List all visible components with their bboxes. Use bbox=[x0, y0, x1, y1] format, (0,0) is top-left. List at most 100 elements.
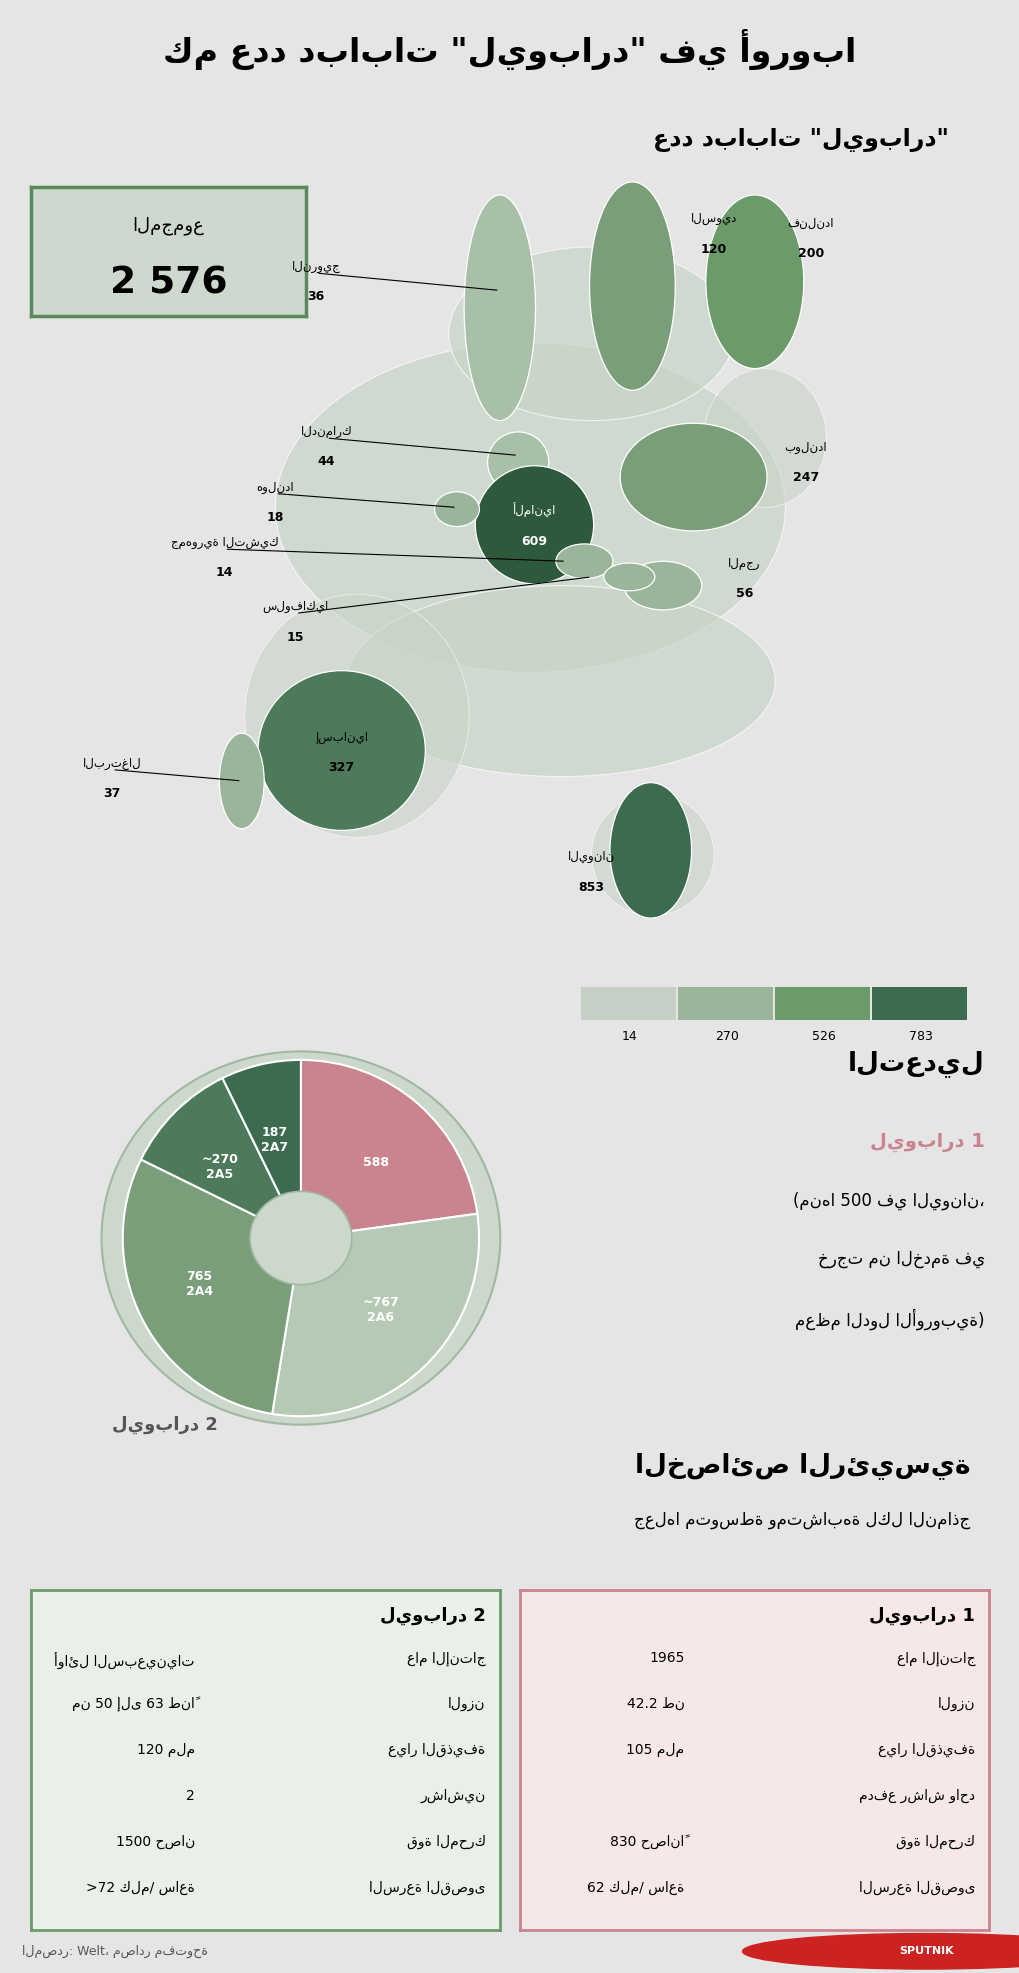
Text: البرتغال: البرتغال bbox=[83, 756, 142, 769]
Text: معظم الدول الأوروبية): معظم الدول الأوروبية) bbox=[795, 1308, 984, 1330]
Ellipse shape bbox=[620, 424, 766, 531]
Text: 105 ملم: 105 ملم bbox=[626, 1742, 684, 1756]
Ellipse shape bbox=[219, 734, 264, 829]
Text: 187
2A7: 187 2A7 bbox=[261, 1127, 288, 1154]
Text: ليوبارد 2: ليوبارد 2 bbox=[379, 1608, 485, 1626]
Ellipse shape bbox=[102, 1052, 499, 1425]
Ellipse shape bbox=[275, 343, 785, 673]
Text: 15: 15 bbox=[286, 631, 305, 643]
Text: 37: 37 bbox=[103, 787, 121, 799]
Text: إسبانيا: إسبانيا bbox=[315, 730, 368, 744]
Wedge shape bbox=[122, 1160, 301, 1415]
Text: 270: 270 bbox=[714, 1030, 738, 1044]
Text: قوة المحرك: قوة المحرك bbox=[407, 1835, 485, 1849]
Text: المصدر: Welt، مصادر مفتوحة: المصدر: Welt، مصادر مفتوحة bbox=[22, 1945, 208, 1957]
Ellipse shape bbox=[591, 793, 713, 915]
Text: 120 ملم: 120 ملم bbox=[137, 1742, 195, 1756]
Text: سلوفاكيا: سلوفاكيا bbox=[263, 600, 328, 614]
Text: عام الإنتاج: عام الإنتاج bbox=[407, 1651, 485, 1665]
Text: 765
2A4: 765 2A4 bbox=[185, 1271, 212, 1298]
Ellipse shape bbox=[609, 783, 691, 917]
Text: عدد دبابات "ليوبارد": عدد دبابات "ليوبارد" bbox=[652, 128, 948, 152]
Text: الوزن: الوزن bbox=[936, 1697, 974, 1711]
Text: ~767
2A6: ~767 2A6 bbox=[362, 1296, 398, 1324]
Text: 1500 حصان: 1500 حصان bbox=[115, 1835, 195, 1849]
Text: 853: 853 bbox=[578, 880, 604, 894]
Text: التعديل: التعديل bbox=[848, 1050, 984, 1077]
Text: هولندا: هولندا bbox=[257, 481, 293, 493]
Ellipse shape bbox=[475, 466, 593, 584]
Ellipse shape bbox=[624, 560, 701, 610]
Circle shape bbox=[742, 1934, 1019, 1969]
Text: 2 576: 2 576 bbox=[109, 266, 227, 302]
Wedge shape bbox=[141, 1077, 301, 1239]
Wedge shape bbox=[272, 1213, 479, 1417]
Text: بولندا: بولندا bbox=[784, 440, 826, 454]
Text: المجر: المجر bbox=[728, 556, 760, 570]
Text: عيار القذيفة: عيار القذيفة bbox=[388, 1742, 485, 1758]
Text: النرويج: النرويج bbox=[291, 260, 340, 272]
Bar bbox=[678, 986, 772, 1020]
Text: 18: 18 bbox=[266, 511, 284, 525]
Ellipse shape bbox=[250, 1192, 352, 1284]
Text: 2: 2 bbox=[185, 1790, 195, 1803]
Text: 14: 14 bbox=[622, 1030, 637, 1044]
Text: عام الإنتاج: عام الإنتاج bbox=[896, 1651, 974, 1665]
Text: 247: 247 bbox=[792, 472, 818, 483]
Bar bbox=[581, 986, 676, 1020]
Text: 830 حصاناً: 830 حصاناً bbox=[609, 1835, 684, 1849]
Text: 42.2 طن: 42.2 طن bbox=[626, 1697, 684, 1711]
Text: اليونان: اليونان bbox=[568, 850, 614, 864]
Bar bbox=[871, 986, 966, 1020]
Ellipse shape bbox=[703, 369, 825, 507]
Text: المجموع: المجموع bbox=[132, 217, 204, 235]
Text: 609: 609 bbox=[521, 535, 547, 548]
Text: 56: 56 bbox=[735, 588, 753, 600]
Text: 44: 44 bbox=[317, 456, 335, 468]
Ellipse shape bbox=[464, 195, 535, 420]
Text: ليوبارد 1: ليوبارد 1 bbox=[868, 1608, 974, 1626]
Ellipse shape bbox=[487, 432, 548, 493]
Text: من 50 إلى 63 طناً: من 50 إلى 63 طناً bbox=[72, 1697, 195, 1713]
Wedge shape bbox=[301, 1060, 477, 1239]
Text: الدنمارك: الدنمارك bbox=[301, 424, 352, 438]
Text: 1965: 1965 bbox=[648, 1651, 684, 1665]
Text: 120: 120 bbox=[700, 243, 727, 256]
Text: ليوبارد 1: ليوبارد 1 bbox=[869, 1133, 984, 1152]
Text: 36: 36 bbox=[308, 290, 324, 304]
Text: 783: 783 bbox=[908, 1030, 931, 1044]
Text: الوزن: الوزن bbox=[447, 1697, 485, 1711]
Text: مدفع رشاش واحد: مدفع رشاش واحد bbox=[858, 1790, 974, 1803]
Text: 62 كلم/ ساعة: 62 كلم/ ساعة bbox=[587, 1880, 684, 1894]
Text: جعلها متوسطة ومتشابهة لكل النماذج: جعلها متوسطة ومتشابهة لكل النماذج bbox=[634, 1511, 969, 1529]
Text: SPUTNIK: SPUTNIK bbox=[898, 1945, 953, 1957]
Text: فنلندا: فنلندا bbox=[787, 217, 834, 229]
Text: >72 كلم/ ساعة: >72 كلم/ ساعة bbox=[86, 1880, 195, 1894]
Text: (منها 500 في اليونان،: (منها 500 في اليونان، bbox=[793, 1192, 984, 1209]
Ellipse shape bbox=[434, 491, 479, 527]
Ellipse shape bbox=[245, 594, 469, 837]
Text: السرعة القصوى: السرعة القصوى bbox=[858, 1880, 974, 1894]
Ellipse shape bbox=[705, 195, 803, 369]
Text: كم عدد دبابات "ليوبارد" في أوروبا: كم عدد دبابات "ليوبارد" في أوروبا bbox=[163, 30, 856, 69]
Text: أوائل السبعينيات: أوائل السبعينيات bbox=[54, 1651, 195, 1669]
Text: جمهورية التشيك: جمهورية التشيك bbox=[170, 537, 278, 548]
Text: ~270
2A5: ~270 2A5 bbox=[202, 1152, 238, 1180]
Text: السرعة القصوى: السرعة القصوى bbox=[369, 1880, 485, 1894]
Bar bbox=[774, 986, 869, 1020]
Wedge shape bbox=[222, 1060, 301, 1239]
Text: ألمانيا: ألمانيا bbox=[513, 503, 555, 517]
Text: 200: 200 bbox=[797, 247, 823, 260]
Ellipse shape bbox=[603, 562, 654, 590]
Text: السويد: السويد bbox=[690, 213, 737, 225]
Text: الخصائص الرئيسية: الخصائص الرئيسية bbox=[634, 1452, 969, 1480]
Text: رشاشين: رشاشين bbox=[420, 1790, 485, 1803]
Ellipse shape bbox=[258, 671, 425, 831]
Text: عيار القذيفة: عيار القذيفة bbox=[877, 1742, 974, 1758]
Text: 14: 14 bbox=[215, 566, 233, 580]
Text: ليوبارد 2: ليوبارد 2 bbox=[112, 1415, 218, 1434]
Ellipse shape bbox=[555, 545, 612, 578]
Text: قوة المحرك: قوة المحرك bbox=[896, 1835, 974, 1849]
Text: 327: 327 bbox=[328, 762, 355, 773]
Text: خرجت من الخدمة في: خرجت من الخدمة في bbox=[817, 1251, 984, 1269]
